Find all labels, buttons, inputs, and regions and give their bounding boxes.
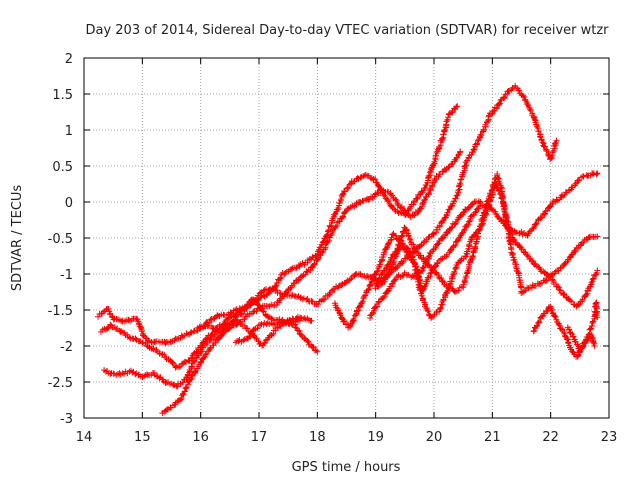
series-sat-f [194, 316, 303, 349]
x-tick-label: 17 [251, 430, 268, 445]
x-tick-label: 18 [309, 430, 326, 445]
y-tick-label: -2.5 [48, 376, 73, 391]
series-markers [159, 296, 321, 417]
x-tick-label: 16 [192, 430, 209, 445]
x-tick-label: 22 [542, 430, 559, 445]
x-tick-label: 21 [484, 430, 501, 445]
y-tick-label: 0.5 [52, 160, 73, 175]
series-markers [367, 198, 484, 321]
axis-ticks [83, 57, 610, 419]
x-tick-label: 20 [426, 430, 443, 445]
y-tick-label: -0.5 [48, 232, 73, 247]
series-markers [101, 148, 464, 390]
grid [84, 58, 609, 418]
x-tick-label: 19 [367, 430, 384, 445]
series-markers [194, 316, 303, 349]
y-tick-labels: -3 -2.5 -2 -1.5 -1 -0.5 0 0.5 1 1.5 2 [48, 52, 73, 427]
x-tick-labels: 14 15 16 17 18 19 20 21 22 23 [76, 430, 618, 445]
y-tick-label: -1.5 [48, 304, 73, 319]
series-sat-c [101, 148, 464, 390]
x-tick-label: 23 [601, 430, 618, 445]
y-tick-label: -2 [60, 340, 73, 355]
y-tick-label: -3 [60, 412, 73, 427]
y-tick-label: 1 [65, 124, 73, 139]
series-markers [564, 324, 598, 354]
series-sat-d [159, 296, 321, 417]
y-tick-label: -1 [60, 268, 73, 283]
x-tick-label: 14 [76, 430, 93, 445]
y-tick-label: 1.5 [52, 88, 73, 103]
series-sat-l [564, 324, 598, 354]
y-axis-label: SDTVAR / TECUs [10, 185, 25, 292]
x-axis-label: GPS time / hours [292, 460, 401, 475]
y-tick-label: 2 [65, 52, 73, 67]
series-sat-j [367, 198, 484, 321]
x-tick-label: 15 [134, 430, 151, 445]
y-tick-label: 0 [65, 196, 73, 211]
chart-title: Day 203 of 2014, Sidereal Day-to-day VTE… [85, 23, 609, 38]
data-marks [95, 82, 601, 417]
